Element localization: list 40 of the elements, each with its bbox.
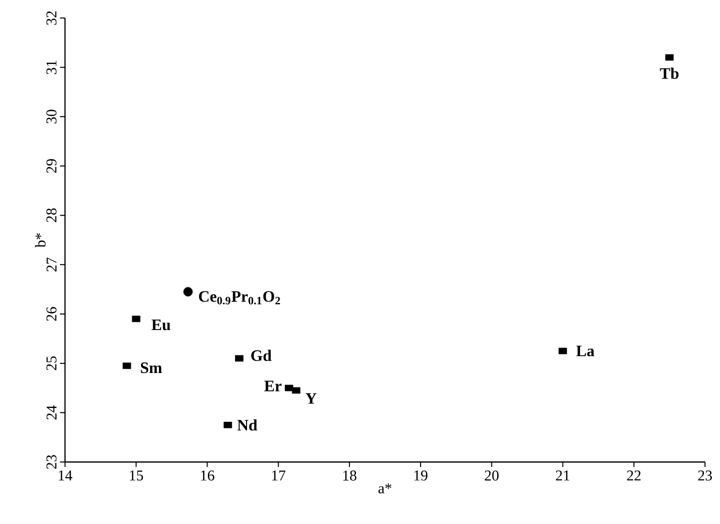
- y-tick-label: 27: [46, 258, 56, 272]
- y-tick-label: 26: [46, 306, 56, 321]
- y-tick-label: 30: [46, 110, 56, 124]
- point: [224, 422, 232, 428]
- y-tick-label: 29: [46, 159, 56, 173]
- annotation: Tb: [660, 68, 679, 79]
- annotation: La: [576, 346, 594, 356]
- x-tick-label: 20: [484, 470, 499, 481]
- y-tick-label: 32: [46, 11, 56, 25]
- y-tick-label: 23: [46, 455, 56, 469]
- point: [235, 355, 244, 362]
- x-tick-label: 18: [343, 470, 356, 481]
- x-tick-label: 15: [130, 470, 144, 481]
- y-axis-title: b*: [35, 233, 46, 248]
- y-tick-label: 25: [46, 356, 56, 370]
- point: [122, 362, 132, 369]
- x-axis-title: a*: [378, 483, 392, 494]
- x-tick-label: 19: [414, 470, 428, 481]
- annotation: Ce$_{0.9}$Pr$_{0.1}$O$_{2}$: [199, 291, 280, 304]
- point: [183, 287, 193, 296]
- y-tick-label: 24: [46, 405, 56, 420]
- y-tick-label: 28: [46, 208, 56, 222]
- annotation: Nd: [237, 419, 258, 431]
- point: [665, 54, 674, 61]
- point: [132, 316, 140, 322]
- y-tick-label: 31: [46, 60, 56, 74]
- annotation: Gd: [251, 350, 272, 361]
- annotation: Er: [264, 380, 282, 392]
- annotation: Eu: [152, 320, 170, 330]
- x-tick-label: 21: [556, 470, 570, 480]
- x-tick-label: 16: [201, 470, 214, 481]
- annotation: Y: [306, 393, 317, 404]
- x-tick-label: 23: [698, 470, 712, 481]
- x-tick-label: 22: [627, 470, 641, 480]
- point: [558, 348, 567, 354]
- point: [284, 384, 294, 392]
- x-tick-label: 17: [272, 470, 286, 480]
- x-tick-label: 14: [58, 470, 72, 480]
- point: [292, 387, 300, 394]
- annotation: Sm: [140, 362, 162, 374]
